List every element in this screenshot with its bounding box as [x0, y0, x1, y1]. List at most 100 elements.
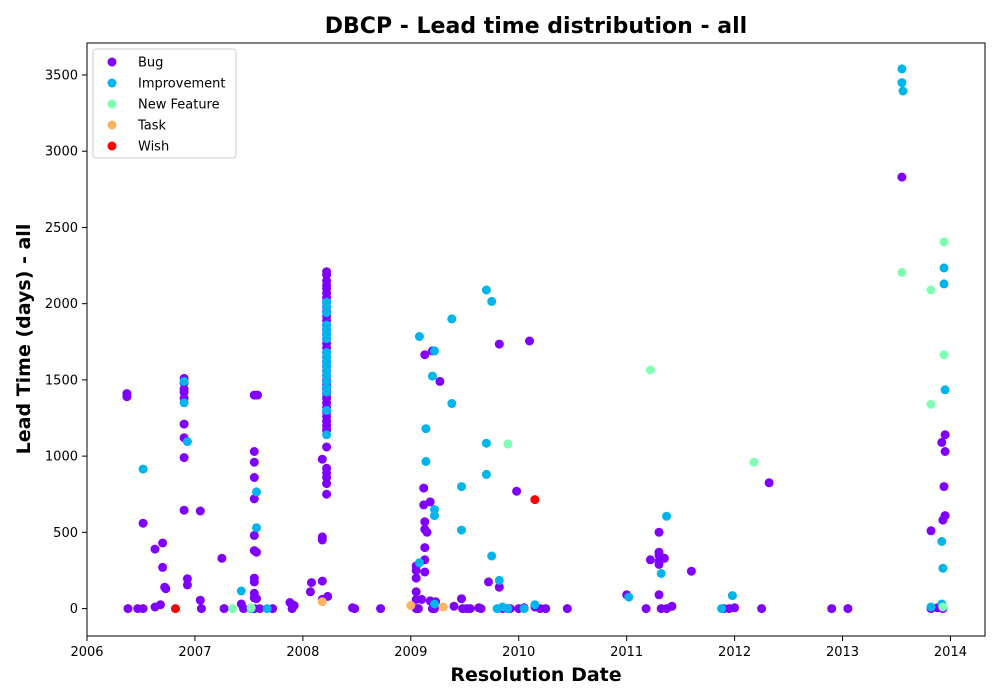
- point-bug-57: [317, 535, 327, 545]
- point-bug-116: [420, 517, 430, 527]
- point-task-1: [406, 601, 416, 610]
- point-improvement-27: [414, 332, 424, 341]
- point-bug-26: [196, 604, 206, 614]
- point-new-feature-2: [503, 439, 513, 449]
- point-improvement-63: [939, 263, 949, 273]
- x-tick-label-2010: 2010: [502, 645, 535, 660]
- point-bug-1: [122, 392, 132, 402]
- point-bug-5: [138, 518, 148, 528]
- point-improvement-57: [897, 78, 907, 88]
- point-improvement-61: [937, 537, 947, 546]
- point-improvement-32: [430, 346, 439, 356]
- point-new-feature-10: [939, 350, 949, 360]
- point-bug-171: [897, 172, 907, 182]
- x-tick-label-2012: 2012: [718, 645, 751, 660]
- point-improvement-46: [494, 575, 504, 585]
- point-new-feature-1: [246, 603, 256, 613]
- legend-label-new-feature: New Feature: [138, 98, 220, 113]
- point-bug-152: [645, 555, 655, 565]
- point-improvement-64: [939, 279, 949, 289]
- point-improvement-31: [427, 371, 437, 381]
- y-axis-ticks: 0 500 1000 1500 2000 2500 3000 3500: [45, 69, 87, 617]
- point-bug-135: [476, 604, 486, 614]
- y-tick-label-2500: 2500: [45, 221, 78, 236]
- legend-label-bug: Bug: [138, 56, 163, 71]
- point-improvement-6: [252, 487, 261, 497]
- point-bug-162: [667, 601, 677, 611]
- point-bug-18: [179, 419, 189, 429]
- point-improvement-53: [662, 511, 672, 521]
- point-improvement-50: [530, 600, 540, 610]
- point-bug-27: [217, 553, 227, 563]
- point-bug-10: [158, 562, 168, 572]
- point-bug-35: [249, 457, 259, 467]
- point-improvement-62: [938, 563, 948, 573]
- point-bug-103: [350, 604, 360, 614]
- point-bug-153: [654, 527, 664, 537]
- point-bug-129: [449, 601, 459, 611]
- legend: Bug Improvement New Feature Task Wish: [92, 48, 237, 159]
- chart-title: DBCP - Lead time distribution - all: [325, 14, 747, 39]
- point-bug-54: [317, 576, 327, 586]
- point-wish-1: [530, 495, 540, 505]
- point-bug-112: [417, 594, 427, 604]
- point-bug-120: [420, 567, 430, 577]
- point-bug-111: [413, 604, 423, 614]
- point-bug-9: [158, 538, 168, 548]
- point-improvement-24: [322, 387, 332, 397]
- point-bug-133: [465, 604, 475, 614]
- point-new-feature-4: [749, 457, 759, 467]
- point-bug-25: [195, 595, 205, 605]
- legend-marker-wish: [107, 141, 117, 151]
- point-improvement-65: [940, 385, 950, 395]
- y-tick-label-2000: 2000: [45, 297, 78, 312]
- legend-label-wish: Wish: [138, 140, 169, 155]
- point-improvement-38: [457, 482, 466, 492]
- point-improvement-40: [481, 285, 491, 295]
- point-bug-24: [195, 506, 205, 516]
- point-bug-99: [322, 479, 332, 489]
- y-tick-label-0: 0: [70, 602, 78, 617]
- point-bug-44: [253, 390, 262, 400]
- point-improvement-8: [262, 604, 272, 614]
- point-improvement-1: [179, 376, 189, 386]
- point-bug-169: [827, 604, 837, 614]
- point-improvement-55: [727, 591, 737, 601]
- point-bug-108: [411, 587, 421, 597]
- point-improvement-51: [624, 592, 634, 602]
- point-bug-118: [420, 543, 430, 553]
- point-wish-0: [171, 604, 180, 614]
- point-bug-52: [305, 587, 315, 597]
- point-new-feature-6: [926, 285, 936, 295]
- point-improvement-25: [322, 405, 332, 415]
- point-bug-46: [252, 594, 261, 604]
- x-tick-label-2009: 2009: [394, 645, 427, 660]
- legend-marker-bug: [107, 57, 117, 67]
- point-bug-106: [411, 565, 421, 575]
- point-improvement-41: [481, 438, 491, 448]
- point-improvement-59: [926, 602, 936, 612]
- legend-label-improvement: Improvement: [138, 77, 225, 92]
- point-bug-151: [641, 604, 651, 614]
- point-improvement-49: [519, 604, 529, 614]
- point-improvement-52: [656, 569, 666, 578]
- point-bug-4: [138, 604, 148, 614]
- point-bug-20: [179, 453, 189, 463]
- point-bug-138: [494, 582, 504, 592]
- point-bug-157: [654, 559, 664, 569]
- point-bug-115: [420, 350, 430, 360]
- point-bug-148: [541, 604, 551, 614]
- legend-marker-task: [107, 120, 117, 130]
- point-bug-130: [457, 594, 466, 604]
- legend-label-task: Task: [137, 119, 167, 134]
- x-tick-label-2011: 2011: [610, 645, 643, 660]
- point-improvement-11: [322, 308, 332, 318]
- point-new-feature-3: [645, 365, 655, 375]
- x-tick-label-2007: 2007: [178, 645, 211, 660]
- point-improvement-2: [179, 398, 189, 408]
- x-axis-label: Resolution Date: [450, 664, 621, 686]
- point-improvement-4: [236, 586, 246, 596]
- point-improvement-56: [897, 64, 907, 74]
- point-bug-6: [150, 544, 160, 554]
